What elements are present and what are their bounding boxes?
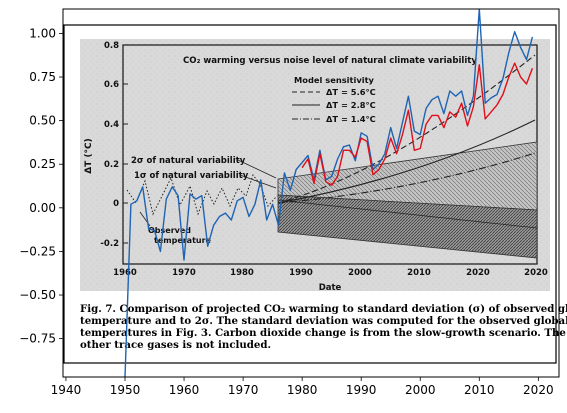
caption-line: temperature and to 2σ. The standard devi… [80,315,567,327]
y-tick-label: −0.25 [19,244,56,258]
embedded-x-tick-label: 1990 [289,268,313,278]
annotation-2sigma: 2σ of natural variability [131,156,246,166]
caption-line: temperatures in Fig. 3. Carbon dioxide c… [80,327,567,339]
y-tick-label: 0.00 [29,201,56,215]
embedded-y-tick-label: 0.4 [104,120,119,130]
embedded-title: CO₂ warming versus noise level of natura… [183,56,477,66]
embedded-y-tick-label: 0 [113,199,119,209]
embedded-x-tick-label: 2020 [524,268,548,278]
series-line-2 [301,62,534,186]
x-tick-label: 1980 [287,383,318,397]
y-tick-label: 0.50 [29,114,56,128]
y-tick-label: −0.50 [19,288,56,302]
legend-entry: ΔT = 5.6°C [326,87,376,97]
legend-entry: ΔT = 1.4°C [326,114,376,124]
embedded-y-tick-label: 0.8 [104,41,119,51]
series-layer [124,9,534,377]
y-axis: 1.00 0.75 0.50 0.25 0.00 −0.25 −0.50 −0.75 [19,26,63,346]
model-curve-1-4 [277,152,536,204]
embedded-x-tick-label: 1980 [230,268,254,278]
observed-temperature-line [126,173,278,216]
x-tick-label: 1970 [228,383,259,397]
x-tick-label: 2010 [464,383,495,397]
embedded-x-axis: 1960 1970 1980 1990 2000 2010 2020 2020 … [113,268,548,293]
embedded-x-tick-label: 1960 [113,268,137,278]
embedded-x-tick-label: 2000 [348,268,372,278]
y-tick-label: 0.25 [29,157,56,171]
embedded-y-axis-label: ΔT (°C) [84,138,94,174]
annotation-observed: Observed [148,226,191,235]
legend-entry: ΔT = 2.8°C [326,100,376,110]
caption-line: other trace gases is not included. [80,339,271,351]
x-tick-label: 1960 [169,383,200,397]
x-tick-label: 1950 [110,383,141,397]
legend-title: Model sensitivity [294,75,375,85]
embedded-y-tick-label: 0.6 [104,80,119,90]
series-line-1 [124,9,534,377]
embedded-x-tick-label: 2010 [407,268,431,278]
y-tick-label: 0.75 [29,70,56,84]
y-tick-label: 1.00 [29,26,56,40]
embedded-y-tick-label: 0.2 [104,160,119,170]
embedded-y-tick-label: -0.2 [100,239,119,249]
band-center-line [277,199,538,229]
embedded-x-axis-label: Date [319,283,342,293]
annotation-2sigma-arrow [237,159,277,179]
plot-frame [62,8,560,378]
embedded-legend: Model sensitivity ΔT = 5.6°C ΔT = 2.8°C … [292,75,376,124]
embedded-x-tick-label: 2020 [466,268,490,278]
one-sigma-band [277,194,538,259]
x-tick-label: 2020 [523,383,554,397]
model-curve-2-8 [277,119,536,204]
x-tick-label: 1940 [51,383,82,397]
x-tick-label: 1990 [346,383,377,397]
embedded-x-tick-label: 1970 [172,268,196,278]
figure-caption: Fig. 7. Comparison of projected CO₂ warm… [80,303,567,351]
y-tick-label: −0.75 [19,332,56,346]
annotation-1sigma: 1σ of natural variability [134,171,249,181]
x-tick-label: 2000 [405,383,436,397]
model-curve-5-6 [277,54,536,204]
caption-line: Fig. 7. Comparison of projected CO₂ warm… [80,303,567,315]
embedded-y-axis: 0.8 0.6 0.4 0.2 0 -0.2 ΔT (°C) [84,41,128,249]
annotation-1sigma-arrow [239,174,277,189]
x-axis: 1940 1950 1960 1970 1980 1990 2000 2010 2020 [51,377,554,397]
